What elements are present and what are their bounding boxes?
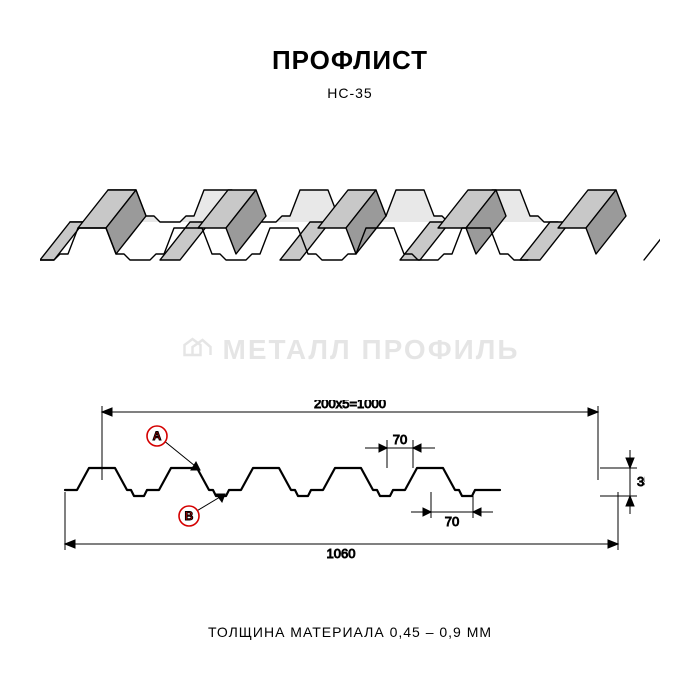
dim-rib-bottom-label: 70 — [445, 514, 459, 529]
dim-rib-bottom: 70 — [411, 492, 493, 529]
profile-3d-view — [40, 150, 660, 290]
dim-height: 35 — [600, 450, 645, 514]
dim-height-label: 35 — [637, 474, 645, 489]
dim-useful-width-label: 200x5=1000 — [314, 400, 386, 411]
watermark-text: МЕТАЛЛ ПРОФИЛЬ — [223, 334, 520, 366]
dim-rib-top-label: 70 — [393, 432, 407, 447]
dim-overall-width-label: 1060 — [327, 546, 356, 561]
watermark: МЕТАЛЛ ПРОФИЛЬ — [181, 333, 520, 367]
marker-a: A — [147, 426, 200, 470]
profile-polyline — [65, 468, 500, 496]
watermark-logo-icon — [181, 333, 215, 367]
page-title: ПРОФЛИСТ — [0, 45, 700, 76]
footer-material-thickness: ТОЛЩИНА МАТЕРИАЛА 0,45 – 0,9 ММ — [0, 624, 700, 640]
dim-overall-width: 1060 — [65, 492, 618, 561]
cross-section-view: 200x5=1000 70 70 — [55, 400, 645, 580]
marker-a-label: A — [153, 429, 162, 443]
marker-b-label: B — [185, 509, 194, 523]
dim-rib-top: 70 — [365, 432, 435, 468]
marker-b: B — [179, 494, 225, 526]
page-subtitle: НС-35 — [0, 85, 700, 101]
